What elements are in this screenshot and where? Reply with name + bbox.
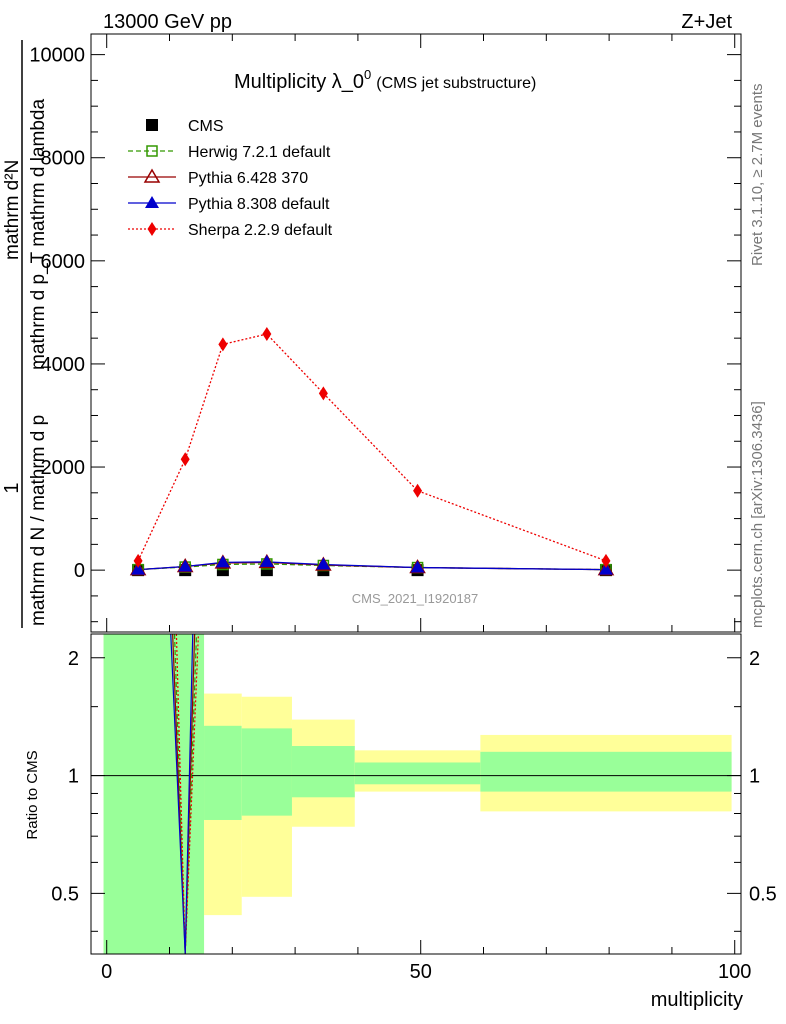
legend-marker bbox=[147, 222, 157, 236]
y-tick-label: 2000 bbox=[41, 457, 86, 479]
x-tick-label: 0 bbox=[101, 961, 112, 983]
series-point-3 bbox=[259, 554, 274, 567]
ratio-tick-labels: 0.5 0.5 1 1 2 2 0 50 100 bbox=[51, 648, 777, 983]
y-tick-label: 6000 bbox=[41, 251, 86, 273]
ratio-plot-area: 0.5 0.5 1 1 2 2 0 50 100 Ratio to CMS multiplici… bbox=[24, 633, 777, 1011]
ratio-line-herwig bbox=[173, 634, 198, 954]
ratio-band-stat bbox=[204, 725, 242, 820]
series-point-4 bbox=[133, 553, 143, 568]
series-point-4 bbox=[318, 386, 328, 401]
ratio-panel-frame bbox=[90, 633, 742, 955]
legend-label: Pythia 8.308 default bbox=[188, 196, 330, 213]
y-label-right-denominator: mathrm d p_T mathrm d lambda bbox=[28, 99, 49, 370]
top-y-tick-labels: 0 2000 4000 6000 8000 10000 bbox=[29, 45, 85, 583]
series-line-3 bbox=[138, 561, 606, 571]
ratio-y-tick-label: 2 bbox=[68, 648, 79, 670]
process-label: Z+Jet bbox=[681, 11, 732, 33]
series-point-4 bbox=[180, 452, 190, 467]
y-tick-label: 4000 bbox=[41, 354, 86, 376]
energy-label: 13000 GeV pp bbox=[103, 11, 232, 33]
series-point-3 bbox=[410, 560, 425, 573]
analysis-watermark: CMS_2021_I1920187 bbox=[352, 591, 479, 606]
ratio-y-tick-label-right: 1 bbox=[749, 766, 760, 788]
y-tick-label: 0 bbox=[74, 560, 85, 582]
ratio-y-label: Ratio to CMS bbox=[24, 750, 41, 839]
x-axis-label: multiplicity bbox=[651, 989, 743, 1011]
legend-marker bbox=[143, 168, 161, 183]
ratio-axis-ticks bbox=[91, 657, 741, 954]
series-point-3 bbox=[316, 557, 331, 570]
ratio-y-tick-label-right: 2 bbox=[749, 648, 760, 670]
y-label-numerator: 1 bbox=[1, 482, 23, 493]
series-point-4 bbox=[218, 337, 228, 352]
legend-label: CMS bbox=[188, 118, 224, 135]
y-label-right-numerator: mathrm d²N bbox=[2, 160, 23, 260]
ratio-y-tick-label: 1 bbox=[68, 766, 79, 788]
top-series-layer bbox=[129, 327, 615, 577]
series-point-3 bbox=[215, 555, 230, 568]
y-label-denominator: mathrm d N / mathrm d p bbox=[28, 415, 49, 626]
top-axis-ticks bbox=[91, 34, 741, 632]
series-line-4 bbox=[137, 333, 607, 562]
ratio-y-tick-label: 0.5 bbox=[51, 883, 79, 905]
ratio-band-stat bbox=[354, 762, 481, 785]
legend-marker bbox=[145, 196, 159, 208]
legend-label: Herwig 7.2.1 default bbox=[188, 144, 331, 161]
series-point-3 bbox=[598, 562, 613, 575]
ratio-band-stat bbox=[291, 746, 355, 798]
legend-marker bbox=[146, 145, 158, 157]
rivet-label: Rivet 3.1.10, ≥ 2.7M events bbox=[749, 84, 766, 267]
legend-label: Pythia 6.428 370 bbox=[188, 170, 308, 187]
y-tick-label: 10000 bbox=[29, 45, 85, 67]
x-tick-label: 100 bbox=[718, 961, 751, 983]
series-point-4 bbox=[413, 483, 423, 498]
series-point-4 bbox=[262, 327, 272, 342]
ratio-line-pythia8 bbox=[170, 634, 194, 954]
x-tick-label: 50 bbox=[410, 961, 432, 983]
legend-label: Sherpa 2.2.9 default bbox=[188, 222, 333, 239]
ratio-band-stat bbox=[241, 728, 292, 816]
series-point-3 bbox=[178, 559, 193, 572]
ratio-y-tick-label-right: 0.5 bbox=[749, 883, 777, 905]
y-axis-label: 1 mathrm d N / mathrm d p mathrm d²N mat… bbox=[1, 40, 49, 628]
series-point-4 bbox=[601, 553, 611, 568]
legend-marker bbox=[146, 119, 158, 131]
y-tick-label: 8000 bbox=[41, 148, 86, 170]
ratio-line-pythia6 bbox=[172, 634, 196, 954]
top-panel-frame bbox=[90, 33, 742, 633]
ratio-bands bbox=[103, 634, 732, 954]
legend: CMS Herwig 7.2.1 default Pythia 6.428 370 P… bbox=[128, 118, 333, 239]
mcplots-label: mcplots.cern.ch [arXiv:1306.3436] bbox=[749, 401, 766, 628]
main-plot-area: 0 2000 4000 6000 8000 10000 Multiplicity λ_00… bbox=[1, 33, 742, 633]
series-point-3 bbox=[131, 562, 146, 575]
ratio-lines bbox=[91, 634, 741, 954]
ratio-band-stat bbox=[480, 751, 732, 792]
chart-title: Multiplicity λ_00(CMS jet substructure) bbox=[234, 67, 536, 93]
ratio-line-sherpa bbox=[175, 634, 199, 954]
